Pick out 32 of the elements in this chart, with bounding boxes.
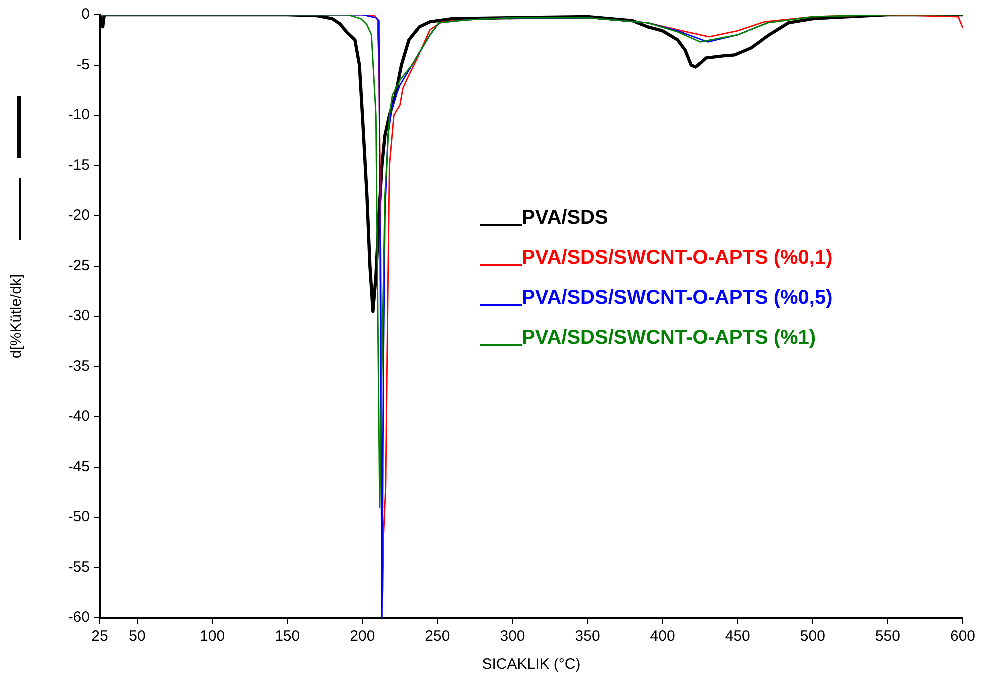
- legend-label: PVA/SDS/SWCNT-O-APTS (%0,5): [522, 287, 833, 310]
- x-tick-label: 25: [92, 628, 108, 646]
- y-tick-label: -50: [68, 508, 90, 526]
- x-tick-label: 150: [275, 628, 300, 646]
- y-tick-label: -20: [68, 207, 90, 224]
- legend-label: PVA/SDS: [522, 207, 608, 230]
- y-tick-label: -5: [76, 56, 90, 74]
- x-tick-label: 400: [650, 628, 676, 646]
- x-tick-label: 600: [950, 628, 976, 646]
- y-axis-title: d[%Kütle/dk]: [8, 274, 26, 359]
- legend-label: PVA/SDS/SWCNT-O-APTS (%1): [522, 327, 816, 350]
- x-tick-label: 100: [200, 628, 226, 646]
- y-tick-label: -45: [68, 458, 90, 476]
- x-tick-label: 450: [725, 628, 750, 646]
- y-tick-label: -55: [68, 558, 90, 576]
- y-tick-label: -60: [68, 609, 90, 626]
- x-tick-label: 350: [575, 628, 600, 646]
- x-tick-label: 50: [129, 628, 146, 646]
- x-tick-label: 550: [875, 628, 900, 646]
- y-tick-label: -40: [68, 408, 90, 426]
- y-tick-label: -10: [68, 106, 90, 124]
- x-axis-title: SICAKLIK (°C): [482, 656, 581, 674]
- y-tick-label: -25: [68, 257, 90, 274]
- x-tick-label: 200: [350, 628, 376, 646]
- x-tick-label: 250: [425, 628, 450, 646]
- x-tick-label: 300: [500, 628, 526, 646]
- y-tick-label: -35: [68, 358, 90, 375]
- legend-label: PVA/SDS/SWCNT-O-APTS (%0,1): [522, 247, 833, 270]
- x-tick-label: 500: [800, 628, 826, 646]
- y-tick-label: -15: [68, 156, 90, 174]
- y-tick-label: 0: [82, 6, 90, 24]
- y-tick-label: -30: [68, 308, 90, 325]
